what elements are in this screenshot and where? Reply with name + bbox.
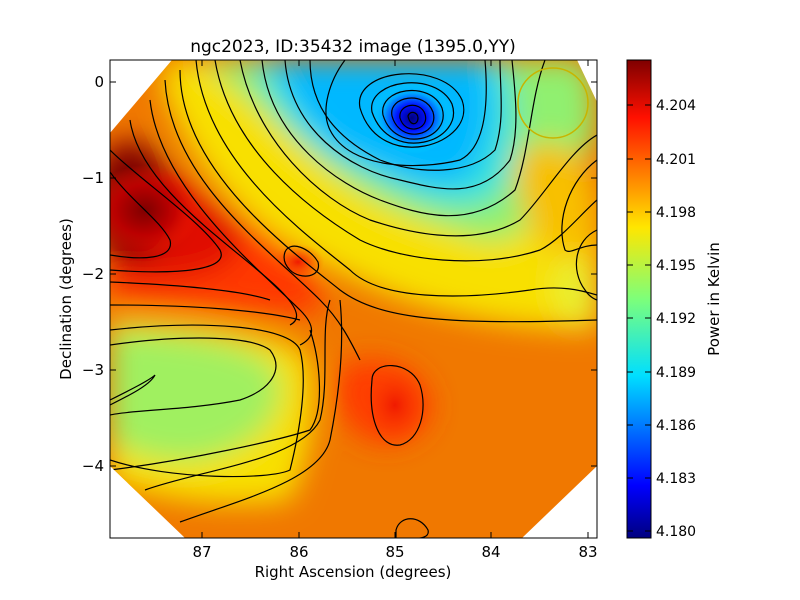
contour-line <box>284 60 517 190</box>
colorbar-tick-label: 4.201 <box>656 152 696 168</box>
contour-line <box>195 60 597 297</box>
x-tick-label: 83 <box>578 543 597 561</box>
y-tick-label: −4 <box>82 457 104 475</box>
contour-line <box>110 304 301 321</box>
colorbar-label: Power in Kelvin <box>705 242 723 356</box>
contour-line <box>561 159 597 252</box>
colorbar-tick-label: 4.204 <box>656 98 696 114</box>
contour-line <box>239 60 597 237</box>
contour-line <box>395 518 429 538</box>
contour-line <box>110 374 156 406</box>
beam-marker-circle <box>517 67 589 139</box>
y-axis <box>110 81 597 467</box>
contour-line <box>261 60 546 217</box>
x-axis <box>201 60 589 538</box>
colorbar-tick-label: 4.183 <box>656 471 696 487</box>
colorbar-tick-label: 4.195 <box>656 258 696 274</box>
contour-line <box>144 299 331 491</box>
contour-line <box>309 60 502 171</box>
colorbar-tick-label: 4.186 <box>656 418 696 434</box>
contour-line <box>575 229 597 301</box>
x-tick-label: 86 <box>289 543 308 561</box>
colorbar-tick-label: 4.189 <box>656 365 696 381</box>
y-tick-label: 0 <box>94 73 104 91</box>
heatmap-image <box>110 60 597 538</box>
colorbar-tick-label: 4.192 <box>656 311 696 327</box>
contour-line <box>399 104 427 130</box>
contour-line <box>164 79 361 361</box>
colorbar-ticks <box>627 104 651 532</box>
y-tick-label: −2 <box>82 265 104 283</box>
contour-line <box>325 60 487 167</box>
contour-line <box>110 149 222 273</box>
x-tick-label: 85 <box>385 543 404 561</box>
contour-line <box>110 281 271 301</box>
contour-lines <box>110 60 597 538</box>
contour-line <box>382 89 444 140</box>
contour-line <box>110 337 277 416</box>
contour-line <box>110 324 304 478</box>
contour-line <box>359 73 465 148</box>
contour-line <box>407 111 419 125</box>
contour-line <box>110 171 171 259</box>
chart-title: ngc2023, ID:35432 image (1395.0,YY) <box>190 37 516 57</box>
contour-line <box>179 299 343 523</box>
contour-line <box>371 82 455 144</box>
colorbar-tick-label: 4.198 <box>656 205 696 221</box>
contour-line <box>214 60 597 262</box>
contour-line <box>391 97 435 135</box>
colorbar <box>626 59 652 539</box>
plot-frame <box>109 59 598 539</box>
contour-line <box>283 245 319 277</box>
contour-line <box>179 69 597 323</box>
x-tick-label: 84 <box>481 543 500 561</box>
y-tick-label: −3 <box>82 361 104 379</box>
y-tick-label: −1 <box>82 169 104 187</box>
contour-line <box>370 365 424 446</box>
contour-line <box>129 119 298 326</box>
colorbar-tick-label: 4.180 <box>656 524 696 540</box>
contour-line <box>110 329 321 471</box>
y-axis-label: Declination (degrees) <box>57 218 75 380</box>
x-tick-label: 87 <box>192 543 211 561</box>
x-axis-label: Right Ascension (degrees) <box>255 563 452 581</box>
